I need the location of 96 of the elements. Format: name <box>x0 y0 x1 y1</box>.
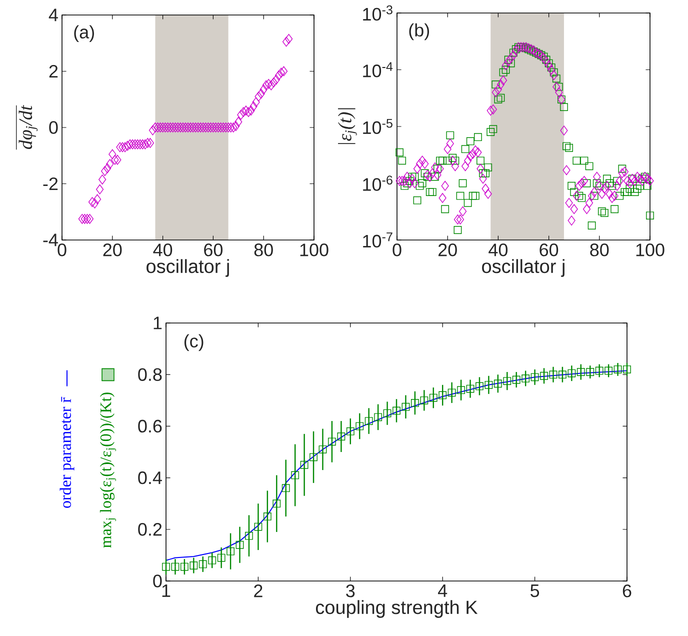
point <box>162 562 170 571</box>
point <box>328 438 336 446</box>
point <box>410 399 419 407</box>
x-tick-label: 6 <box>622 584 632 598</box>
x-tick-label: 40 <box>153 244 172 256</box>
x-tick-label: 80 <box>590 244 609 256</box>
y-tick-label: 0.2 <box>138 523 162 536</box>
y-tick-label: 10$^{-4}$ <box>363 62 393 78</box>
point <box>503 377 512 385</box>
y-tick-label: 0.4 <box>138 471 162 484</box>
point <box>282 484 290 492</box>
point <box>402 402 410 411</box>
point <box>300 460 308 469</box>
y-tick-label: 1 <box>154 316 162 330</box>
y-tick-label: 0.6 <box>138 420 162 433</box>
point <box>337 432 346 440</box>
x-tick-label: 80 <box>254 244 273 256</box>
x-axis-title: coupling strength K <box>316 600 478 618</box>
point <box>558 370 566 379</box>
point <box>522 374 530 382</box>
point <box>310 453 318 462</box>
point <box>356 422 364 430</box>
x-axis-title: oscillator j <box>482 259 564 277</box>
point <box>226 547 234 556</box>
point <box>171 562 180 571</box>
x-tick-label: 5 <box>530 584 540 598</box>
point <box>530 373 539 382</box>
y-tick-label: 0.8 <box>138 368 162 381</box>
x-tick-label: 1 <box>162 584 170 597</box>
point <box>208 556 216 564</box>
y-tick-label: 2 <box>49 64 58 78</box>
x-tick-label: 100 <box>636 244 664 256</box>
y-tick-label: -2 <box>43 177 58 190</box>
x-tick-label: 100 <box>300 244 328 256</box>
x-tick-label: 20 <box>103 244 122 256</box>
x-tick-label: 40 <box>488 244 508 256</box>
x-tick-label: 60 <box>204 244 223 256</box>
point <box>180 562 188 571</box>
point <box>568 369 576 378</box>
point <box>217 554 226 562</box>
point <box>198 560 207 568</box>
y-tick-label: 10$^{-7}$ <box>363 232 392 248</box>
x-tick-label: 3 <box>346 584 355 598</box>
point <box>476 382 484 390</box>
point <box>540 372 548 380</box>
y-tick-label: 10$^{-6}$ <box>363 176 392 191</box>
point <box>595 366 604 375</box>
legend-label: order parameter r̄ <box>60 396 74 508</box>
point <box>245 532 253 540</box>
point <box>494 380 502 388</box>
point <box>512 376 520 384</box>
point <box>614 365 622 374</box>
y-tick-label: 10$^{-3}$ <box>363 5 392 21</box>
point <box>318 445 327 454</box>
annotation: (c) <box>184 334 204 352</box>
point <box>263 512 272 520</box>
point <box>236 540 244 549</box>
legend-label: max$_{j}$ log(ε$_{j}$(t)/ε$_{j}$(0))/(Kt) <box>100 392 116 548</box>
point <box>272 500 281 508</box>
point <box>190 562 198 570</box>
point <box>392 406 400 415</box>
line-series <box>166 370 628 561</box>
x-tick-label: 0 <box>392 244 402 256</box>
y-tick-label: -4 <box>43 234 58 246</box>
point <box>623 365 631 374</box>
point <box>346 427 354 436</box>
point <box>374 413 382 422</box>
y-axis-title: dφ$_{j}$/dt <box>18 104 38 150</box>
annotation: (a) <box>74 25 94 42</box>
point <box>420 396 428 404</box>
point <box>291 471 300 480</box>
point <box>364 417 373 425</box>
x-tick-label: 60 <box>540 244 558 256</box>
point <box>549 370 558 379</box>
point <box>604 366 613 375</box>
point <box>438 391 447 400</box>
point <box>254 522 262 531</box>
point <box>383 409 392 418</box>
point <box>457 386 465 394</box>
y-tick-label: 0 <box>49 121 58 134</box>
y-axis-title: |ε$_{j}$(t)| <box>338 108 357 144</box>
y-tick-label: 0 <box>153 574 162 588</box>
annotation: (b) <box>409 23 430 40</box>
x-tick-label: 0 <box>58 244 66 256</box>
y-tick-label: 10$^{-5}$ <box>363 118 392 134</box>
x-axis-title: oscillator j <box>146 259 229 277</box>
x-tick-label: 2 <box>254 584 262 598</box>
point <box>448 388 456 397</box>
point <box>429 394 438 402</box>
point <box>586 368 594 376</box>
y-tick-label: 4 <box>48 8 58 22</box>
point <box>484 380 493 389</box>
x-tick-label: 4 <box>438 584 448 597</box>
point <box>576 368 585 376</box>
x-tick-label: 20 <box>438 244 457 256</box>
point <box>466 384 474 393</box>
